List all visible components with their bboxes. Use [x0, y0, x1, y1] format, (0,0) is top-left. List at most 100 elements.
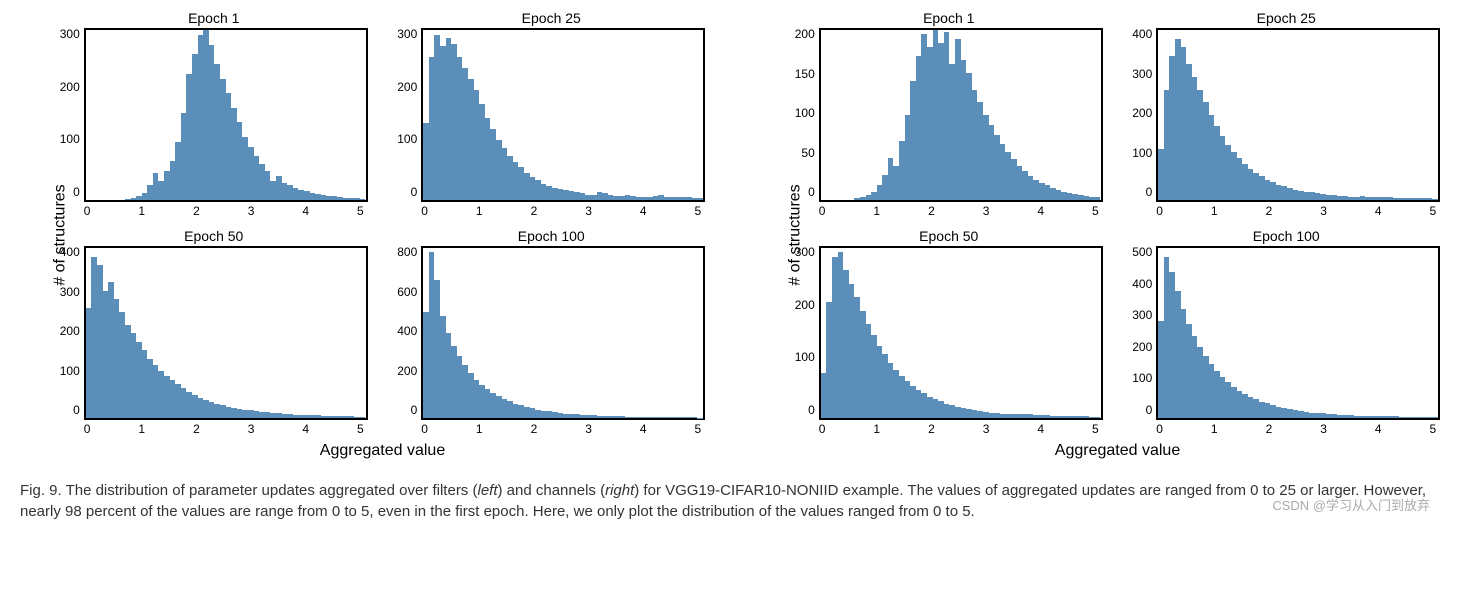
- x-tick-label: 2: [1266, 204, 1273, 218]
- y-tick-label: 200: [60, 325, 80, 337]
- x-tick-label: 1: [1211, 422, 1218, 436]
- histogram-bars: [821, 30, 1101, 200]
- y-tick-label: 200: [397, 365, 417, 377]
- subplot-title: Epoch 50: [919, 228, 978, 244]
- x-tick-label: 5: [357, 422, 364, 436]
- y-tick-label: 200: [60, 81, 80, 93]
- x-tick-label: 5: [1430, 204, 1437, 218]
- y-tick-label: 800: [397, 246, 417, 258]
- plot-box: [421, 28, 705, 202]
- x-tick-label: 1: [476, 204, 483, 218]
- x-tick-label: 1: [873, 422, 880, 436]
- histogram-bar: [360, 417, 366, 418]
- subplot-title: Epoch 50: [184, 228, 243, 244]
- x-tick-label: 2: [531, 422, 538, 436]
- y-tick-label: 300: [1132, 68, 1152, 80]
- left-grid: Epoch 13002001000012345Epoch 25300200100…: [50, 10, 715, 436]
- x-tick-label: 1: [1211, 204, 1218, 218]
- x-tick-label: 0: [84, 204, 91, 218]
- plot-wrap: 3002001000012345: [60, 28, 368, 218]
- x-ticks: 012345: [1156, 204, 1436, 218]
- x-tick-label: 3: [585, 204, 592, 218]
- y-tick-label: 200: [1132, 107, 1152, 119]
- y-tick-label: 200: [795, 28, 815, 40]
- y-tick-label: 300: [397, 28, 417, 40]
- subplot-title: Epoch 1: [188, 10, 239, 26]
- x-ticks: 012345: [84, 204, 364, 218]
- x-tick-label: 3: [1320, 422, 1327, 436]
- right-panel-group: # of structures Epoch 120015010050001234…: [755, 10, 1450, 460]
- x-tick-label: 4: [640, 422, 647, 436]
- histogram-subplot: Epoch 1200150100500012345: [785, 10, 1113, 218]
- histogram-bar: [697, 198, 703, 200]
- figure-caption: Fig. 9. The distribution of parameter up…: [20, 480, 1450, 522]
- histogram-subplot: Epoch 254003002001000012345: [1123, 10, 1451, 218]
- plot-wrap: 3002001000012345: [795, 246, 1103, 436]
- histogram-subplot: Epoch 504003002001000012345: [50, 228, 378, 436]
- plot-wrap: 4003002001000012345: [60, 246, 368, 436]
- x-tick-label: 0: [1156, 204, 1163, 218]
- plot-wrap: 8006004002000012345: [397, 246, 705, 436]
- plot-box: [1156, 28, 1440, 202]
- plot-box: [84, 28, 368, 202]
- x-tick-label: 3: [585, 422, 592, 436]
- figure-row: # of structures Epoch 13002001000012345E…: [20, 10, 1450, 460]
- histogram-subplot: Epoch 13002001000012345: [50, 10, 378, 218]
- y-tick-label: 150: [795, 68, 815, 80]
- y-tick-label: 100: [1132, 372, 1152, 384]
- y-tick-label: 100: [1132, 147, 1152, 159]
- plot-wrap: 200150100500012345: [795, 28, 1103, 218]
- x-axis-label-left: Aggregated value: [50, 442, 715, 460]
- plot-box: [819, 28, 1103, 202]
- x-tick-label: 4: [1375, 204, 1382, 218]
- x-tick-label: 1: [138, 204, 145, 218]
- subplot-title: Epoch 1: [923, 10, 974, 26]
- histogram-subplot: Epoch 1005004003002001000012345: [1123, 228, 1451, 436]
- subplot-title: Epoch 25: [522, 10, 581, 26]
- x-tick-label: 4: [302, 204, 309, 218]
- y-ticks: 200150100500: [795, 28, 819, 198]
- histogram-bars: [86, 30, 366, 200]
- x-tick-label: 5: [695, 422, 702, 436]
- x-tick-label: 0: [421, 204, 428, 218]
- y-ticks: 4003002001000: [1132, 28, 1156, 198]
- right-grid: Epoch 1200150100500012345Epoch 254003002…: [785, 10, 1450, 436]
- histogram-bars: [1158, 248, 1438, 418]
- x-tick-label: 1: [476, 422, 483, 436]
- histogram-bars: [86, 248, 366, 418]
- x-tick-label: 3: [983, 422, 990, 436]
- histogram-subplot: Epoch 50 3002001000012345: [785, 228, 1113, 436]
- y-tick-label: 0: [411, 186, 418, 198]
- plot-box: [1156, 246, 1440, 420]
- x-tick-label: 4: [1375, 422, 1382, 436]
- y-tick-label: 100: [397, 133, 417, 145]
- x-tick-label: 0: [819, 204, 826, 218]
- x-tick-label: 5: [357, 204, 364, 218]
- x-tick-label: 2: [531, 204, 538, 218]
- y-tick-label: 0: [73, 404, 80, 416]
- subplot-title: Epoch 100: [518, 228, 585, 244]
- x-axis-label-right: Aggregated value: [785, 442, 1450, 460]
- y-tick-label: 400: [1132, 28, 1152, 40]
- left-panel-group: # of structures Epoch 13002001000012345E…: [20, 10, 715, 460]
- x-ticks: 012345: [1156, 422, 1436, 436]
- x-ticks: 012345: [84, 422, 364, 436]
- x-tick-label: 3: [248, 204, 255, 218]
- x-tick-label: 4: [1037, 204, 1044, 218]
- plot-wrap: 5004003002001000012345: [1132, 246, 1440, 436]
- histogram-bar: [1432, 199, 1438, 200]
- x-tick-label: 5: [1092, 422, 1099, 436]
- y-ticks: 3002001000: [397, 28, 421, 198]
- y-tick-label: 200: [1132, 341, 1152, 353]
- y-ticks: 5004003002001000: [1132, 246, 1156, 416]
- histogram-subplot: Epoch 1008006004002000012345: [388, 228, 716, 436]
- x-tick-label: 5: [1092, 204, 1099, 218]
- y-tick-label: 100: [795, 107, 815, 119]
- histogram-bar: [1432, 417, 1438, 418]
- y-tick-label: 0: [411, 404, 418, 416]
- y-tick-label: 100: [60, 365, 80, 377]
- x-tick-label: 5: [695, 204, 702, 218]
- plot-box: [84, 246, 368, 420]
- x-tick-label: 0: [1156, 422, 1163, 436]
- histogram-bars: [1158, 30, 1438, 200]
